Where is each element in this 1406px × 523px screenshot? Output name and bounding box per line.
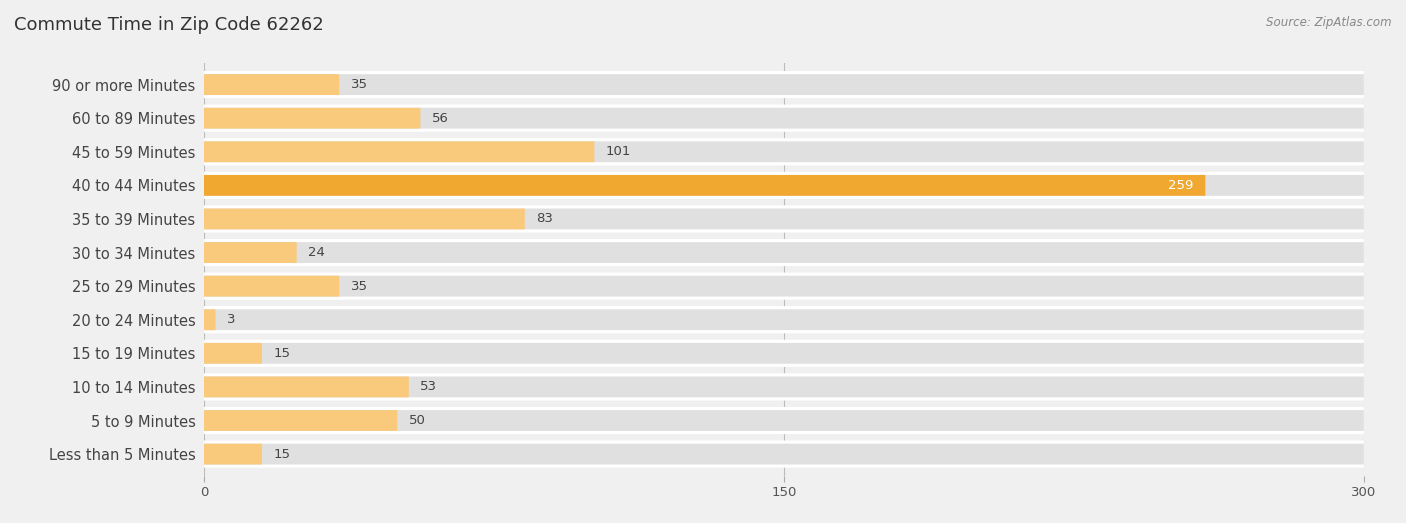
Text: 3: 3 [228,313,236,326]
Text: 101: 101 [606,145,631,158]
FancyBboxPatch shape [204,108,420,129]
Text: Commute Time in Zip Code 62262: Commute Time in Zip Code 62262 [14,16,323,33]
FancyBboxPatch shape [204,209,524,230]
FancyBboxPatch shape [204,242,1364,263]
FancyBboxPatch shape [204,209,1364,230]
FancyBboxPatch shape [204,105,1364,132]
Text: 259: 259 [1168,179,1194,192]
FancyBboxPatch shape [204,377,1364,397]
FancyBboxPatch shape [204,175,1364,196]
FancyBboxPatch shape [204,343,262,363]
FancyBboxPatch shape [204,306,1364,333]
FancyBboxPatch shape [204,309,1364,330]
FancyBboxPatch shape [204,141,1364,162]
FancyBboxPatch shape [204,377,409,397]
FancyBboxPatch shape [204,74,1364,95]
FancyBboxPatch shape [204,373,1364,401]
FancyBboxPatch shape [204,272,1364,300]
FancyBboxPatch shape [204,239,1364,266]
FancyBboxPatch shape [204,410,1364,431]
Text: 35: 35 [352,78,368,91]
FancyBboxPatch shape [204,172,1364,199]
Text: 15: 15 [273,347,291,360]
Text: 50: 50 [409,414,426,427]
FancyBboxPatch shape [204,74,339,95]
FancyBboxPatch shape [204,206,1364,233]
FancyBboxPatch shape [204,108,1364,129]
FancyBboxPatch shape [204,141,595,162]
FancyBboxPatch shape [204,276,339,297]
FancyBboxPatch shape [204,138,1364,165]
FancyBboxPatch shape [204,340,1364,367]
Text: 83: 83 [537,212,554,225]
Text: 53: 53 [420,380,437,393]
FancyBboxPatch shape [204,410,398,431]
FancyBboxPatch shape [204,343,1364,363]
FancyBboxPatch shape [204,276,1364,297]
Text: 56: 56 [432,112,449,124]
FancyBboxPatch shape [204,444,262,464]
Text: 15: 15 [273,448,291,461]
FancyBboxPatch shape [204,242,297,263]
FancyBboxPatch shape [204,71,1364,98]
Text: Source: ZipAtlas.com: Source: ZipAtlas.com [1267,16,1392,29]
FancyBboxPatch shape [204,309,215,330]
FancyBboxPatch shape [204,407,1364,434]
Text: 24: 24 [308,246,325,259]
FancyBboxPatch shape [204,444,1364,464]
Text: 35: 35 [352,280,368,293]
FancyBboxPatch shape [204,440,1364,468]
FancyBboxPatch shape [204,175,1205,196]
